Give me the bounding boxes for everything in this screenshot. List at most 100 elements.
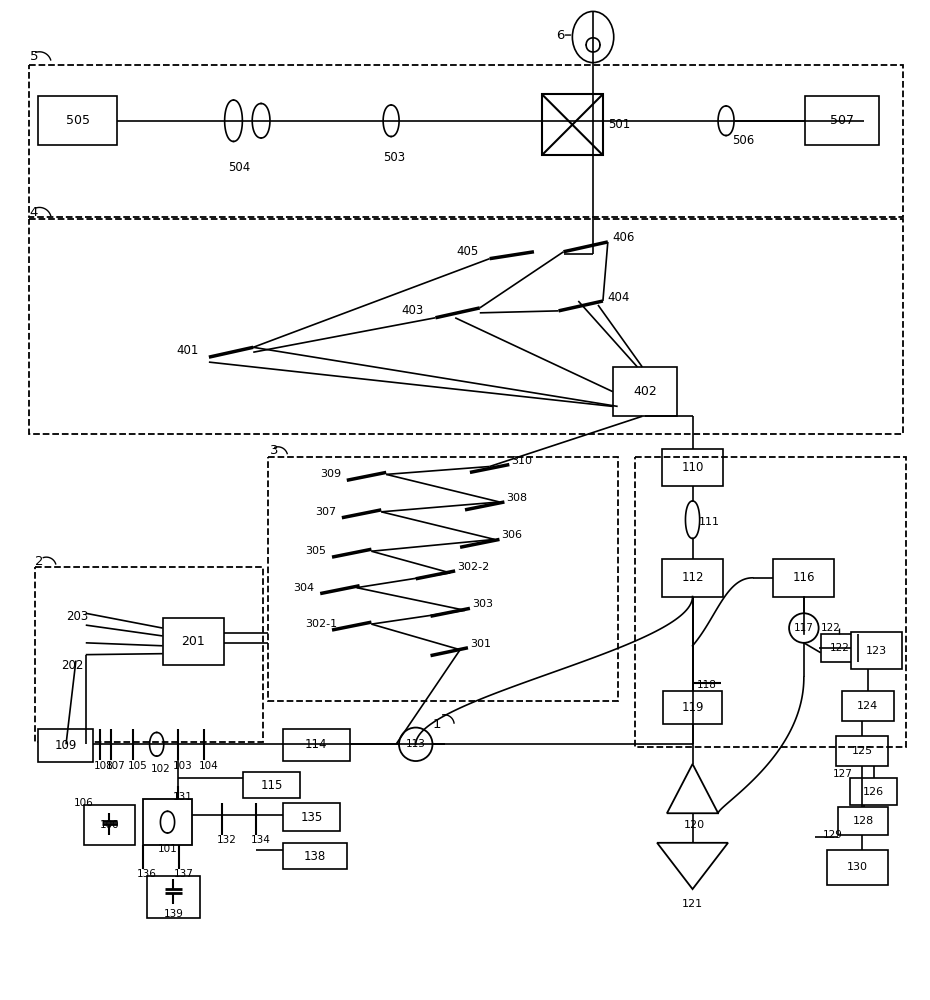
Bar (38, 729, 93, 762)
Bar (663, 691, 722, 724)
Text: 130: 130 (846, 862, 868, 872)
Bar (283, 843, 347, 869)
Text: 124: 124 (857, 701, 879, 711)
Bar (635, 457, 907, 747)
Text: 126: 126 (863, 787, 884, 797)
Text: 116: 116 (792, 571, 815, 584)
Text: 111: 111 (698, 517, 720, 527)
Bar (851, 632, 902, 669)
Bar (29, 219, 903, 434)
Text: 402: 402 (633, 385, 657, 398)
Text: 507: 507 (830, 114, 854, 127)
Text: 102: 102 (151, 764, 170, 774)
Bar (38, 96, 117, 145)
Text: 203: 203 (66, 610, 88, 623)
Text: 504: 504 (229, 161, 251, 174)
Bar (774, 559, 834, 597)
Text: 101: 101 (158, 844, 178, 854)
Bar (662, 449, 724, 486)
Text: 202: 202 (61, 659, 84, 672)
Text: 404: 404 (608, 291, 631, 304)
Bar (163, 618, 223, 665)
Text: 2: 2 (34, 555, 43, 568)
Text: 5: 5 (30, 50, 38, 63)
Bar (838, 807, 887, 835)
Text: 506: 506 (732, 134, 754, 147)
Bar (244, 772, 299, 798)
Bar (84, 805, 135, 845)
Text: 201: 201 (181, 635, 205, 648)
Text: 100: 100 (100, 820, 119, 830)
Bar (804, 96, 879, 145)
Text: 108: 108 (94, 761, 113, 771)
Text: 117: 117 (794, 623, 814, 633)
Bar (542, 94, 603, 155)
Text: 110: 110 (682, 461, 704, 474)
Text: 119: 119 (682, 701, 704, 714)
Text: 122: 122 (820, 623, 841, 633)
Bar (843, 691, 894, 721)
Text: 121: 121 (682, 899, 703, 909)
Text: 115: 115 (260, 779, 283, 792)
Text: 113: 113 (405, 739, 426, 749)
Text: 112: 112 (682, 571, 704, 584)
Bar (836, 736, 887, 766)
Polygon shape (667, 764, 718, 813)
Text: 401: 401 (177, 344, 199, 357)
Text: 302-2: 302-2 (458, 562, 489, 572)
Bar (820, 634, 858, 662)
Polygon shape (658, 843, 728, 889)
Text: 138: 138 (304, 850, 326, 863)
Text: 304: 304 (294, 583, 314, 593)
Text: 305: 305 (305, 546, 326, 556)
Text: 137: 137 (173, 869, 193, 879)
Bar (29, 65, 903, 217)
Text: 106: 106 (73, 798, 94, 808)
Text: 135: 135 (300, 811, 323, 824)
Text: 3: 3 (270, 444, 278, 457)
Text: 406: 406 (613, 231, 635, 244)
Text: 136: 136 (137, 869, 157, 879)
Bar (850, 778, 897, 805)
Text: 1: 1 (432, 718, 441, 731)
Text: 403: 403 (401, 304, 423, 317)
Text: 107: 107 (105, 761, 126, 771)
Text: 505: 505 (66, 114, 90, 127)
Bar (34, 567, 263, 742)
Text: 114: 114 (305, 738, 327, 751)
Text: 132: 132 (217, 835, 236, 845)
Text: 405: 405 (456, 245, 478, 258)
Text: 122: 122 (830, 643, 849, 653)
Text: 309: 309 (320, 469, 341, 479)
Text: 103: 103 (172, 761, 193, 771)
Text: 118: 118 (697, 680, 716, 690)
Text: 308: 308 (506, 493, 527, 503)
Bar (827, 850, 887, 885)
Bar (147, 876, 200, 918)
Text: 105: 105 (128, 761, 148, 771)
Text: 6: 6 (557, 29, 565, 42)
Text: 127: 127 (832, 769, 852, 779)
Text: 123: 123 (866, 646, 887, 656)
Text: 307: 307 (315, 507, 337, 517)
Text: 310: 310 (512, 456, 532, 466)
Text: 301: 301 (470, 639, 491, 649)
Text: 306: 306 (501, 530, 523, 540)
Bar (143, 799, 193, 845)
Text: 129: 129 (822, 830, 843, 840)
Text: 104: 104 (199, 761, 219, 771)
Bar (283, 803, 339, 831)
Text: 128: 128 (852, 816, 873, 826)
Text: 109: 109 (54, 739, 77, 752)
Text: 134: 134 (251, 835, 272, 845)
Bar (268, 457, 618, 701)
Text: 125: 125 (852, 746, 872, 756)
Text: 4: 4 (30, 206, 38, 219)
Text: 501: 501 (608, 118, 631, 131)
Text: 139: 139 (164, 909, 183, 919)
Bar (613, 367, 677, 416)
Bar (662, 559, 724, 597)
Text: 302-1: 302-1 (305, 619, 338, 629)
Bar (283, 729, 350, 761)
Text: 303: 303 (472, 599, 493, 609)
